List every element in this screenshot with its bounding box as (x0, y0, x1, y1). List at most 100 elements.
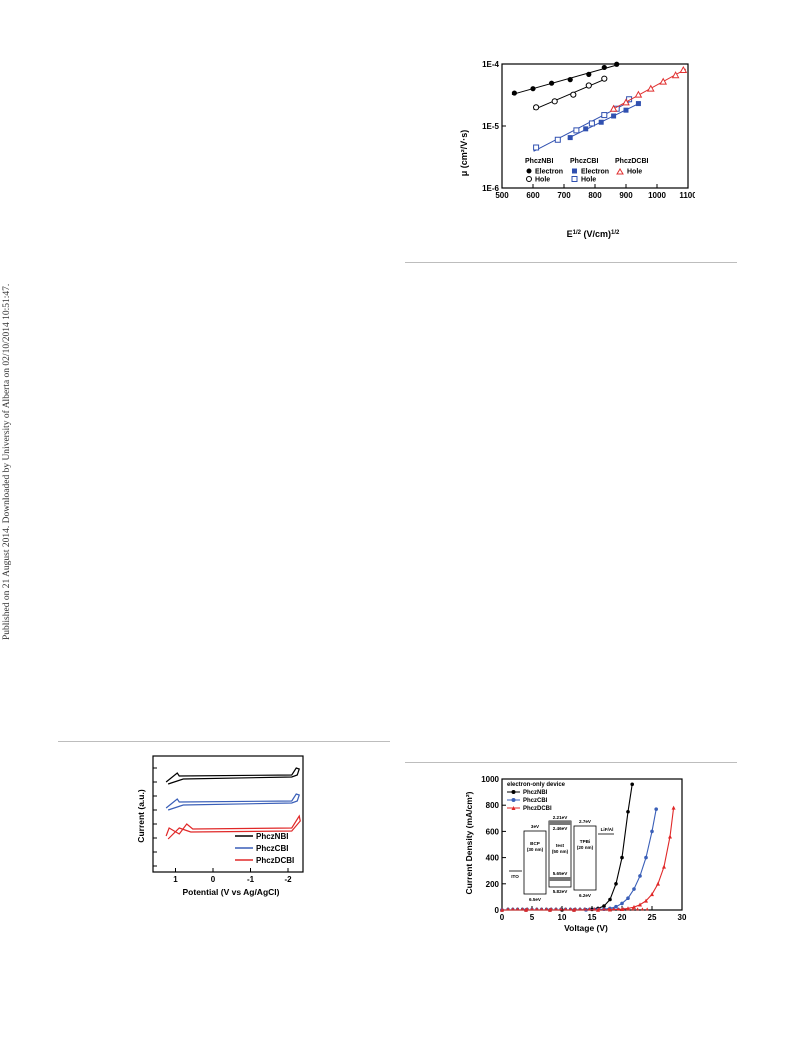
jv-point (612, 907, 616, 911)
jv-xlabel: Voltage (V) (564, 923, 608, 933)
data-point (601, 64, 607, 71)
jv-point (640, 907, 644, 911)
mobility-xtick: 1000 (648, 191, 666, 200)
jv-inset-energy-diagram: ITO BCP(30 nm) 3eV 6.5eV 2.21eV 2.46eV test(50… (509, 815, 614, 902)
mobility-chart: 500 600 700 800 900 1000 1100 1E-6 1E-5 1E-4 μ (c… (459, 60, 695, 239)
jv-point (588, 907, 592, 911)
data-point (551, 98, 558, 105)
inset-label: 6.5eV (529, 897, 542, 902)
data-point (530, 86, 536, 92)
jv-point (607, 907, 611, 911)
svg-text:Electron: Electron (581, 169, 609, 176)
svg-text:Hole: Hole (581, 177, 596, 184)
inset-label: (50 nm) (552, 849, 569, 854)
jv-point (638, 902, 642, 907)
mobility-xtick: 800 (588, 191, 602, 200)
jv-point (668, 834, 672, 839)
jv-xtick: 30 (678, 913, 687, 922)
jv-point (650, 892, 654, 897)
fit-line (533, 77, 607, 111)
data-point (659, 77, 668, 85)
legend-group-phcznbi: PhczNBI (525, 158, 553, 165)
mobility-ytick: 1E-4 (482, 60, 499, 69)
jv-xtick: 5 (530, 913, 535, 922)
divider-left (58, 741, 390, 742)
inset-label: 6.2eV (579, 893, 592, 898)
jv-point (608, 897, 612, 902)
cv-curve (165, 793, 301, 811)
jv-point (662, 864, 666, 869)
jv-point (573, 907, 577, 911)
data-point (554, 136, 561, 143)
cv-marks (165, 767, 301, 840)
jv-point (671, 805, 676, 810)
jv-point (631, 907, 635, 911)
data-point (671, 71, 680, 79)
inset-label: test (556, 843, 565, 848)
data-point (533, 144, 540, 151)
mobility-xtick: 700 (557, 191, 571, 200)
mobility-xtick: 500 (495, 191, 509, 200)
jv-point (592, 907, 596, 911)
mobility-xtick: 1100 (679, 191, 695, 200)
data-point (679, 65, 688, 74)
legend-group-phczdcbi: PhczDCBI (615, 158, 649, 165)
fit-line (511, 63, 620, 96)
svg-text:Hole: Hole (535, 177, 550, 184)
jv-point (602, 907, 606, 911)
data-point (635, 101, 641, 107)
jv-point (644, 855, 648, 860)
jv-point (568, 907, 572, 911)
jv-point (564, 907, 568, 911)
jv-point (511, 907, 515, 911)
legend-electron-cbi: Electron (572, 168, 609, 176)
jv-point (549, 907, 553, 911)
data-point (549, 80, 555, 86)
mobility-xlabel: E1/2 (V/cm)1/2 (567, 229, 620, 239)
data-point (573, 127, 580, 134)
svg-text:Hole: Hole (627, 169, 642, 176)
cv-chart: 1 0 -1 -2 Current (a.u.) Potential (V vs Ag… (136, 755, 304, 897)
mobility-ytick: 1E-6 (482, 184, 499, 193)
jv-point (608, 907, 612, 912)
mobility-axes: 500 600 700 800 900 1000 1100 1E-6 1E-5 1E-4 (482, 60, 695, 200)
jv-xtick: 20 (618, 913, 627, 922)
data-point (585, 82, 592, 89)
jv-ytick: 800 (486, 801, 500, 810)
inset-label: 3eV (531, 824, 540, 829)
legend-electron-nbi: Electron (526, 168, 563, 176)
jv-point (636, 907, 640, 911)
jv-ytick: 1000 (481, 775, 499, 784)
jv-ytick: 200 (486, 880, 500, 889)
jv-point (632, 887, 636, 891)
jv-xtick: 0 (500, 913, 505, 922)
jv-point (535, 907, 539, 911)
data-point (586, 71, 592, 77)
inset-label: BCP (530, 841, 540, 846)
inset-label: LiF/Al (601, 827, 614, 832)
data-point (601, 112, 608, 119)
jv-point (544, 907, 548, 911)
inset-label: 5.82eV (553, 889, 568, 894)
jv-point (583, 907, 587, 911)
data-point (611, 113, 617, 119)
data-point (567, 77, 573, 83)
inset-label: 2.21eV (553, 815, 568, 820)
data-point (511, 90, 517, 96)
jv-point (597, 907, 601, 911)
jv-marks (500, 782, 676, 912)
data-point (570, 91, 577, 98)
jv-point (500, 907, 504, 912)
jv-point (578, 907, 582, 911)
cv-xtick: -1 (247, 875, 255, 884)
cv-axes: 1 0 -1 -2 (152, 755, 304, 884)
jv-point (630, 782, 634, 787)
data-point (588, 120, 595, 127)
jv-point (506, 907, 510, 911)
jv-point (520, 907, 524, 911)
data-point (567, 135, 573, 141)
data-point (533, 104, 540, 111)
jv-point (654, 807, 658, 811)
inset-label: (30 nm) (527, 847, 544, 852)
data-point (623, 107, 629, 113)
